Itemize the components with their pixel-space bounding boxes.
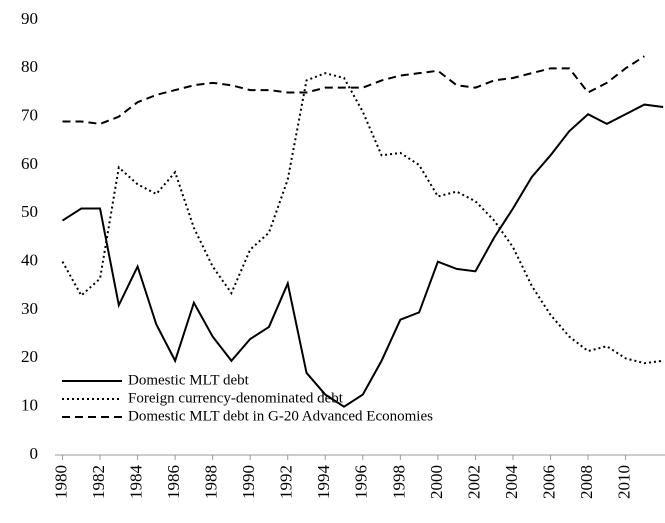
series-line (61, 72, 664, 365)
x-tick-label: 2006 (539, 465, 558, 499)
legend-label: Domestic MLT debt (128, 372, 250, 388)
x-tick-label: 2010 (614, 465, 633, 499)
x-tick-label: 2002 (464, 465, 483, 499)
x-tick-label: 1984 (126, 465, 145, 500)
y-tick-label: 90 (21, 9, 38, 28)
y-tick-label: 70 (21, 106, 38, 125)
y-tick-label: 20 (21, 347, 38, 366)
series-line (61, 103, 664, 408)
x-tick-label: 2004 (502, 465, 521, 500)
x-tick-label: 1996 (352, 465, 371, 499)
y-tick-label: 80 (21, 57, 38, 76)
x-tick-label: 1994 (314, 465, 333, 500)
x-tick-label: 1980 (51, 465, 70, 499)
legend-label: Domestic MLT debt in G-20 Advanced Econo… (128, 408, 433, 424)
x-tick-label: 1988 (202, 465, 221, 499)
x-tick-label: 1986 (164, 465, 183, 499)
x-tick-label: 1992 (277, 465, 296, 499)
y-tick-label: 30 (21, 299, 38, 318)
x-tick-label: 1990 (239, 465, 258, 499)
y-tick-label: 60 (21, 154, 38, 173)
legend-label: Foreign currency-denominated debt (128, 390, 344, 406)
y-tick-label: 50 (21, 202, 38, 221)
series-line (62, 55, 645, 125)
x-tick-label: 1998 (389, 465, 408, 499)
y-tick-label: 0 (30, 444, 39, 463)
y-tick-label: 10 (21, 396, 38, 415)
x-tick-label: 1982 (89, 465, 108, 499)
x-tick-label: 2000 (427, 465, 446, 499)
x-tick-label: 2008 (577, 465, 596, 499)
y-tick-label: 40 (21, 251, 38, 270)
